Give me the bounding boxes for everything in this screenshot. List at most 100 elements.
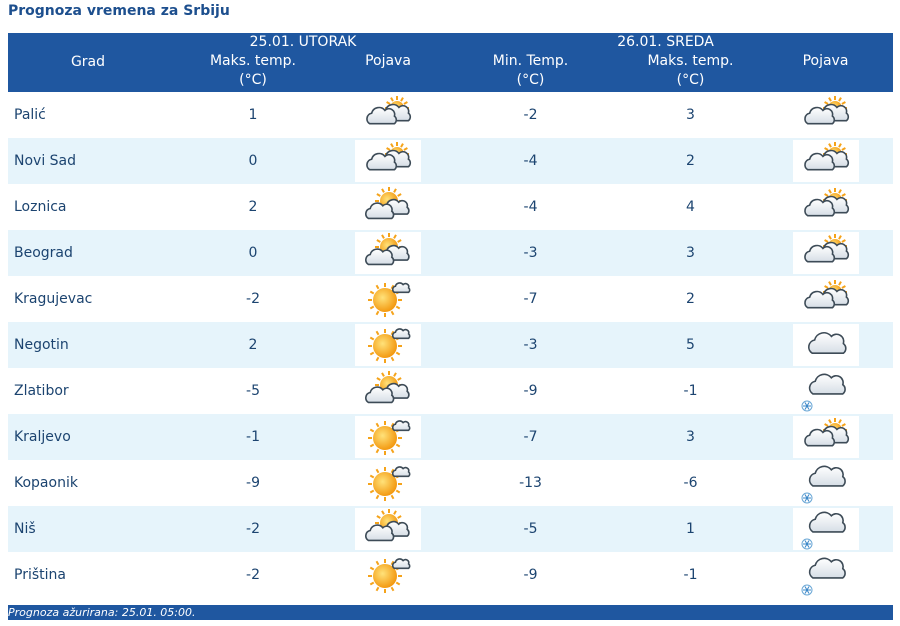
table-row: Kraljevo -1 -7 3: [8, 414, 893, 460]
sunny-icon: [355, 462, 421, 504]
day1-phenomenon-cell: [338, 506, 438, 552]
day2-max-temp: 3: [623, 414, 758, 460]
day2-max-temp: 3: [623, 92, 758, 138]
day2-min-temp: -7: [438, 414, 623, 460]
table-header: Grad 25.01. UTORAK 26.01. SREDA Maks. te…: [8, 33, 893, 92]
day2-phenomenon-cell: [758, 276, 893, 322]
day1-max-temp: -2: [168, 506, 338, 552]
day1-phenomenon-cell: [338, 460, 438, 506]
forecast-table-wrapper: Grad 25.01. UTORAK 26.01. SREDA Maks. te…: [8, 33, 893, 598]
day1-phenomenon-cell: [338, 322, 438, 368]
day2-phenomenon-cell: [758, 184, 893, 230]
table-row: Beograd 0 -3 3: [8, 230, 893, 276]
sun-cloud-icon: [355, 232, 421, 274]
cloudy-sun-icon: [792, 186, 859, 228]
city-name: Niš: [8, 506, 168, 552]
day1-max-temp: -5: [168, 368, 338, 414]
day2-phenomenon-cell: [758, 92, 893, 138]
city-name: Kragujevac: [8, 276, 168, 322]
snow-cloud-icon: [792, 462, 859, 504]
day1-max-temp: -2: [168, 552, 338, 598]
partly-cloudy-icon: [355, 140, 421, 182]
day1-max-temp: 2: [168, 322, 338, 368]
day1-phenomenon-cell: [338, 552, 438, 598]
city-name: Priština: [8, 552, 168, 598]
day2-min-temp: -7: [438, 276, 623, 322]
day2-max-temp: -1: [623, 368, 758, 414]
cloudy-sun-icon: [792, 232, 859, 274]
day2-min-temp: -9: [438, 368, 623, 414]
table-row: Priština -2 -9 -1: [8, 552, 893, 598]
table-body: Palić 1 -2 3 Novi Sad 0 -4 2 Loznica 2 -4 4 Beograd 0…: [8, 92, 893, 598]
day2-max-temp: 5: [623, 322, 758, 368]
city-name: Novi Sad: [8, 138, 168, 184]
day1-max-temp: 0: [168, 138, 338, 184]
day2-min-temp: -3: [438, 322, 623, 368]
header-day2-min-unit: (°C): [438, 71, 623, 92]
city-name: Negotin: [8, 322, 168, 368]
snow-cloud-icon: [792, 370, 859, 412]
day2-phenomenon-cell: [758, 322, 893, 368]
day2-phenomenon-cell: [758, 506, 893, 552]
partly-cloudy-icon: [355, 94, 421, 136]
header-day2-min-label: Min. Temp.: [438, 52, 623, 71]
table-row: Niš -2 -5 1: [8, 506, 893, 552]
city-name: Palić: [8, 92, 168, 138]
day1-phenomenon-cell: [338, 184, 438, 230]
sun-cloud-icon: [355, 508, 421, 550]
table-row: Palić 1 -2 3: [8, 92, 893, 138]
header-day2-max-unit: (°C): [623, 71, 758, 92]
day2-min-temp: -3: [438, 230, 623, 276]
city-name: Kraljevo: [8, 414, 168, 460]
city-name: Loznica: [8, 184, 168, 230]
day1-phenomenon-cell: [338, 368, 438, 414]
day2-max-temp: 2: [623, 138, 758, 184]
day1-phenomenon-cell: [338, 92, 438, 138]
table-row: Novi Sad 0 -4 2: [8, 138, 893, 184]
day2-phenomenon-cell: [758, 552, 893, 598]
day2-max-temp: -6: [623, 460, 758, 506]
sun-cloud-icon: [355, 370, 421, 412]
forecast-table: Grad 25.01. UTORAK 26.01. SREDA Maks. te…: [8, 33, 893, 598]
snow-cloud-icon: [792, 554, 859, 596]
day1-phenomenon-cell: [338, 138, 438, 184]
day1-max-temp: -1: [168, 414, 338, 460]
update-footer: Prognoza ažurirana: 25.01. 05:00.: [8, 605, 893, 620]
sunny-icon: [355, 278, 421, 320]
city-name: Beograd: [8, 230, 168, 276]
day2-phenomenon-cell: [758, 414, 893, 460]
sunny-icon: [355, 416, 421, 458]
day2-max-temp: -1: [623, 552, 758, 598]
city-name: Zlatibor: [8, 368, 168, 414]
page-title: Prognoza vremena za Srbiju: [8, 3, 230, 19]
header-day1-max-unit: (°C): [168, 71, 338, 92]
day2-min-temp: -2: [438, 92, 623, 138]
day1-max-temp: 0: [168, 230, 338, 276]
day2-max-temp: 2: [623, 276, 758, 322]
day1-max-temp: 2: [168, 184, 338, 230]
table-row: Kopaonik -9 -13 -6: [8, 460, 893, 506]
day2-min-temp: -13: [438, 460, 623, 506]
day1-phenomenon-cell: [338, 276, 438, 322]
cloudy-sun-icon: [792, 416, 859, 458]
day2-min-temp: -9: [438, 552, 623, 598]
day2-max-temp: 3: [623, 230, 758, 276]
day2-phenomenon-cell: [758, 460, 893, 506]
cloud-icon: [792, 324, 859, 366]
header-day2-max-label: Maks. temp.: [623, 52, 758, 71]
day2-min-temp: -4: [438, 184, 623, 230]
day2-max-temp: 1: [623, 506, 758, 552]
sunny-icon: [355, 554, 421, 596]
day1-max-temp: -9: [168, 460, 338, 506]
day2-min-temp: -4: [438, 138, 623, 184]
header-day2-date: 26.01. SREDA: [438, 33, 893, 52]
cloudy-sun-icon: [792, 94, 859, 136]
table-row: Kragujevac -2 -7 2: [8, 276, 893, 322]
header-day1-date: 25.01. UTORAK: [168, 33, 438, 52]
city-name: Kopaonik: [8, 460, 168, 506]
sunny-icon: [355, 324, 421, 366]
day2-phenomenon-cell: [758, 138, 893, 184]
header-day1-max-label: Maks. temp.: [168, 52, 338, 71]
cloudy-sun-icon: [792, 140, 859, 182]
table-row: Zlatibor -5 -9 -1: [8, 368, 893, 414]
